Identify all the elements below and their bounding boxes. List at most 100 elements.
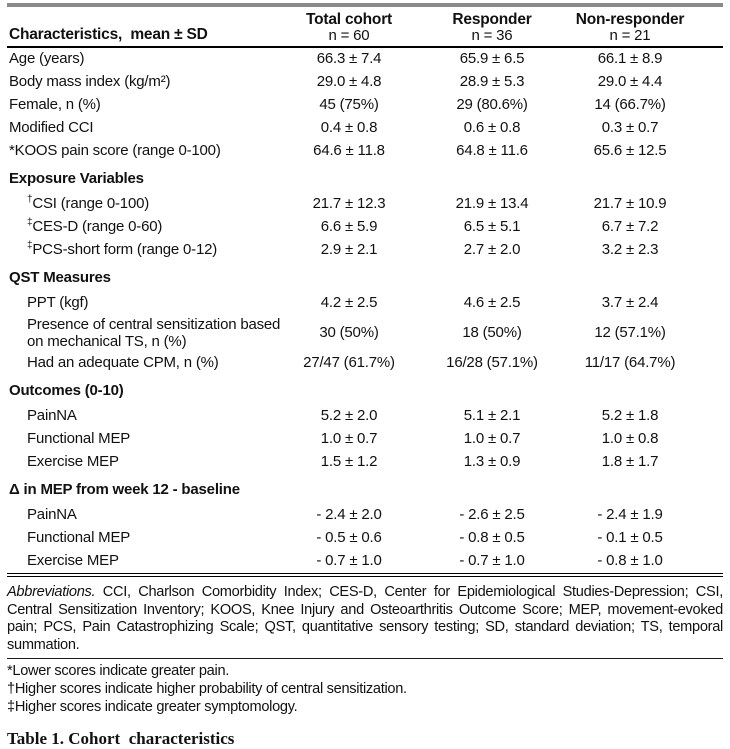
cell-value: - 0.7 ± 1.0 xyxy=(316,552,382,570)
cell-value: 1.8 ± 1.7 xyxy=(601,453,659,471)
cell-value: 4.6 ± 2.5 xyxy=(463,294,521,312)
row-label-text: PainNA xyxy=(27,506,77,524)
cell-value: - 2.6 ± 2.5 xyxy=(459,506,525,524)
table-row: ‡CES-D (range 0-60) 6.6 ± 5.9 6.5 ± 5.1 6.7… xyxy=(7,216,723,239)
cell-value: 66.3 ± 7.4 xyxy=(316,50,382,68)
row-label-text: Modified CCI xyxy=(9,119,94,137)
cell-value: 5.2 ± 1.8 xyxy=(601,407,659,425)
row-label-text: PainNA xyxy=(27,407,77,425)
row-label-text: Age (years) xyxy=(9,50,85,68)
cell-value: 0.4 ± 0.8 xyxy=(320,119,378,137)
table-caption: Table 1. Cohort characteristics xyxy=(7,729,235,749)
cell-value: 5.1 ± 2.1 xyxy=(463,407,521,425)
table-row: ‡PCS-short form (range 0-12) 2.9 ± 2.1 2.7… xyxy=(7,239,723,262)
column-n-count: n = 36 xyxy=(471,27,513,44)
row-label: Exposure Variables xyxy=(7,171,289,188)
footnote-marker: ‡ xyxy=(27,217,33,229)
table-row: Exercise MEP 1.5 ± 1.2 1.3 ± 0.9 1.8 ± 1.7 xyxy=(7,451,723,474)
row-label: Δ in MEP from week 12 - baseline xyxy=(7,482,289,499)
cell-value: 6.5 ± 5.1 xyxy=(463,218,521,236)
row-label: Functional MEP xyxy=(7,530,289,547)
table-row: PPT (kgf) 4.2 ± 2.5 4.6 ± 2.5 3.7 ± 2.4 xyxy=(7,292,723,315)
row-label-text: Outcomes (0-10) xyxy=(9,382,124,400)
cell-value: - 0.5 ± 0.6 xyxy=(316,529,382,547)
row-label: Exercise MEP xyxy=(7,553,289,570)
row-label: *KOOS pain score (range 0-100) xyxy=(7,143,289,160)
row-label: Female, n (%) xyxy=(7,97,289,114)
row-label: Exercise MEP xyxy=(7,454,289,471)
footnote-marker: † xyxy=(27,194,33,206)
row-label-text: Functional MEP xyxy=(27,430,131,448)
cell-value: 12 (57.1%) xyxy=(594,324,666,342)
row-label-text: Exposure Variables xyxy=(9,170,144,188)
cell-value: - 2.4 ± 1.9 xyxy=(597,506,663,524)
section-row: QST Measures xyxy=(7,262,723,292)
column-n-count: n = 21 xyxy=(609,27,651,44)
cell-value: 30 (50%) xyxy=(319,324,379,342)
table-row: †CSI (range 0-100) 21.7 ± 12.3 21.9 ± 13.4… xyxy=(7,193,723,216)
table-row: *KOOS pain score (range 0-100) 64.6 ± 11.… xyxy=(7,140,723,163)
row-label: QST Measures xyxy=(7,270,289,287)
abbreviations-text: CCI, Charlson Comorbidity Index; CES-D, … xyxy=(7,584,723,653)
cell-value: 2.9 ± 2.1 xyxy=(320,241,378,259)
cell-value: 64.6 ± 11.8 xyxy=(313,142,385,160)
row-label-text: Δ in MEP from week 12 - baseline xyxy=(9,481,240,499)
footnote-rule xyxy=(7,658,723,660)
cell-value: 5.2 ± 2.0 xyxy=(320,407,378,425)
table-row: Body mass index (kg/m²) 29.0 ± 4.8 28.9 ± … xyxy=(7,71,723,94)
cell-value: 1.0 ± 0.7 xyxy=(320,430,378,448)
cell-value: 6.7 ± 7.2 xyxy=(601,218,659,236)
table-header-row: Characteristics, mean ± SD Total cohort … xyxy=(7,7,723,48)
row-label-text: CSI (range 0-100) xyxy=(32,195,150,213)
cell-value: 29.0 ± 4.8 xyxy=(316,73,382,91)
cell-value: 66.1 ± 8.9 xyxy=(597,50,663,68)
table-row: Functional MEP - 0.5 ± 0.6 - 0.8 ± 0.5 - 0.… xyxy=(7,527,723,550)
column-header-responder: Responder n = 36 xyxy=(409,10,575,46)
footnote-star: *Lower scores indicate greater pain. xyxy=(7,663,230,680)
column-header-total-cohort: Total cohort n = 60 xyxy=(289,10,409,46)
cell-value: 0.6 ± 0.8 xyxy=(463,119,521,137)
cell-value: 16/28 (57.1%) xyxy=(446,354,538,372)
cell-value: 2.7 ± 2.0 xyxy=(463,241,521,259)
section-row: Exposure Variables xyxy=(7,163,723,193)
abbreviations-label: Abbreviations. xyxy=(7,584,96,600)
footnote-dagger: †Higher scores indicate higher probabili… xyxy=(7,680,407,697)
cell-value: 6.6 ± 5.9 xyxy=(320,218,378,236)
table-row: Female, n (%) 45 (75%) 29 (80.6%) 14 (66.7%… xyxy=(7,94,723,117)
row-label: PainNA xyxy=(7,408,289,425)
footnote-double-dagger: ‡Higher scores indicate greater symptomo… xyxy=(7,698,298,715)
abbreviations-note: Abbreviations. CCI, Charlson Comorbidity… xyxy=(7,584,723,654)
top-border-bar xyxy=(7,3,723,7)
cell-value: - 0.1 ± 0.5 xyxy=(597,529,663,547)
table-row: Had an adequate CPM, n (%) 27/47 (61.7%) 1… xyxy=(7,352,723,375)
row-label: Body mass index (kg/m²) xyxy=(7,74,289,91)
row-label: Had an adequate CPM, n (%) xyxy=(7,355,289,372)
row-label-text: Female, n (%) xyxy=(9,96,101,114)
footnote-marker: ‡ xyxy=(27,240,33,252)
cell-value: 3.2 ± 2.3 xyxy=(601,241,659,259)
row-label: Age (years) xyxy=(7,51,289,68)
row-label: Functional MEP xyxy=(7,431,289,448)
table-row: Presence of central sensitization based … xyxy=(7,315,723,352)
row-label: ‡CES-D (range 0-60) xyxy=(7,217,289,236)
cell-value: 29 (80.6%) xyxy=(456,96,528,114)
cell-value: 11/17 (64.7%) xyxy=(584,354,676,372)
table-row: Exercise MEP - 0.7 ± 1.0 - 0.7 ± 1.0 - 0.8 … xyxy=(7,550,723,573)
cell-value: 27/47 (61.7%) xyxy=(303,354,395,372)
row-label-text: PPT (kgf) xyxy=(27,294,89,312)
row-label: PPT (kgf) xyxy=(7,295,289,312)
row-label-text: Exercise MEP xyxy=(27,552,119,570)
row-label-text: Body mass index (kg/m²) xyxy=(9,73,171,91)
section-row: Δ in MEP from week 12 - baseline xyxy=(7,474,723,504)
cell-value: 29.0 ± 4.4 xyxy=(597,73,663,91)
table-row: PainNA 5.2 ± 2.0 5.1 ± 2.1 5.2 ± 1.8 xyxy=(7,405,723,428)
column-title: Non-responder xyxy=(575,11,685,28)
row-label: Modified CCI xyxy=(7,120,289,137)
cell-value: 1.3 ± 0.9 xyxy=(463,453,521,471)
cell-value: - 0.8 ± 0.5 xyxy=(459,529,525,547)
cell-value: 28.9 ± 5.3 xyxy=(459,73,525,91)
double-rule xyxy=(7,573,723,577)
cell-value: - 0.7 ± 1.0 xyxy=(459,552,525,570)
row-label: †CSI (range 0-100) xyxy=(7,194,289,213)
characteristics-header: Characteristics, mean ± SD xyxy=(9,26,208,43)
